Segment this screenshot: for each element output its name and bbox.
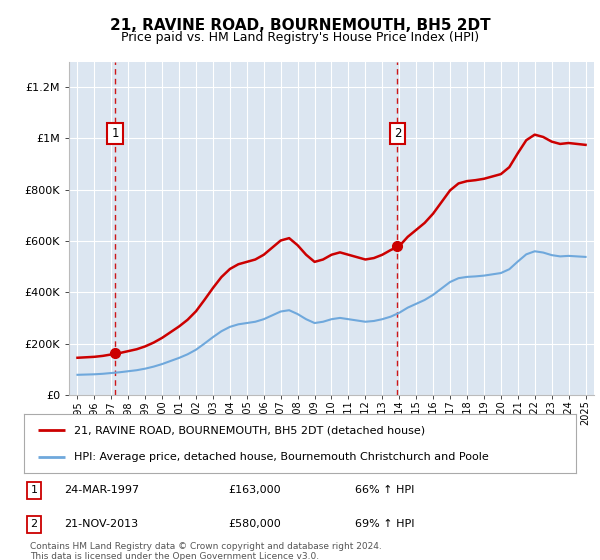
Text: 66% ↑ HPI: 66% ↑ HPI <box>355 486 415 496</box>
Text: 21, RAVINE ROAD, BOURNEMOUTH, BH5 2DT: 21, RAVINE ROAD, BOURNEMOUTH, BH5 2DT <box>110 18 490 33</box>
Text: 1: 1 <box>112 127 119 140</box>
Text: 2: 2 <box>394 127 401 140</box>
Text: 24-MAR-1997: 24-MAR-1997 <box>64 486 139 496</box>
Text: 69% ↑ HPI: 69% ↑ HPI <box>355 519 415 529</box>
Text: 21, RAVINE ROAD, BOURNEMOUTH, BH5 2DT (detached house): 21, RAVINE ROAD, BOURNEMOUTH, BH5 2DT (d… <box>74 425 425 435</box>
Text: 21-NOV-2013: 21-NOV-2013 <box>64 519 138 529</box>
Text: Price paid vs. HM Land Registry's House Price Index (HPI): Price paid vs. HM Land Registry's House … <box>121 31 479 44</box>
Text: 1: 1 <box>31 486 37 496</box>
Text: Contains HM Land Registry data © Crown copyright and database right 2024.
This d: Contains HM Land Registry data © Crown c… <box>30 542 382 560</box>
Text: £580,000: £580,000 <box>228 519 281 529</box>
Text: £163,000: £163,000 <box>228 486 281 496</box>
Text: HPI: Average price, detached house, Bournemouth Christchurch and Poole: HPI: Average price, detached house, Bour… <box>74 452 488 463</box>
Text: 2: 2 <box>31 519 37 529</box>
